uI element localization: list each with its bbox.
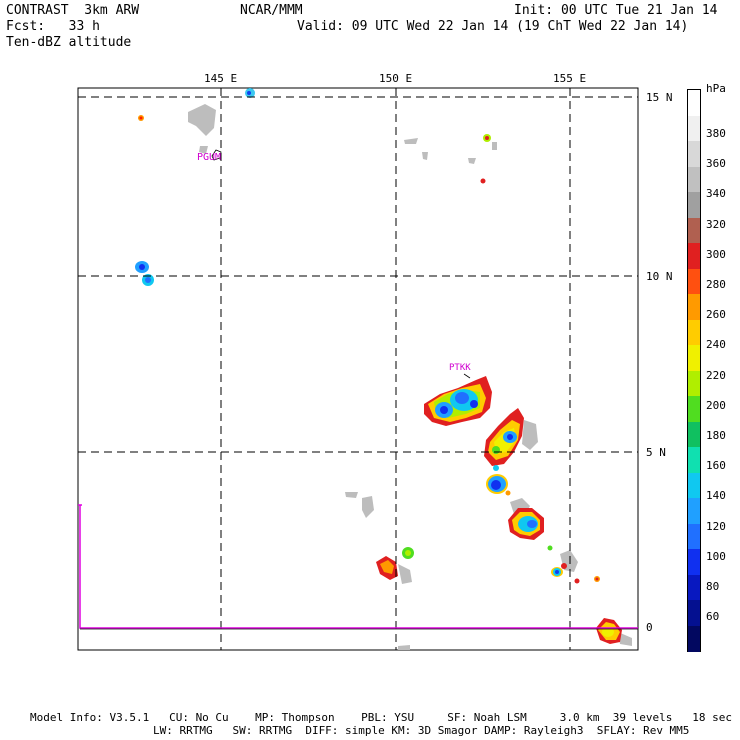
grid-lines	[78, 88, 638, 650]
legend-swatch	[688, 243, 700, 269]
legend-swatch	[688, 166, 700, 193]
legend-swatch	[688, 268, 700, 295]
legend-swatch	[688, 90, 700, 116]
storm-cells	[135, 88, 622, 644]
valid-time: Valid: 09 UTC Wed 22 Jan 14 (19 ChT Wed …	[297, 19, 689, 34]
legend-swatch	[688, 549, 700, 575]
field-name: Ten-dBZ altitude	[6, 35, 132, 50]
legend-level-label: 180	[706, 429, 726, 442]
legend-level-label: 240	[706, 338, 726, 352]
legend-swatch	[688, 574, 700, 601]
legend-swatch	[688, 370, 700, 397]
legend-unit: hPa	[706, 82, 726, 95]
legend-level-label: 340	[706, 187, 726, 201]
legend-level-label: 140	[706, 489, 726, 503]
legend-level-label: 160	[706, 459, 726, 473]
lat-label-10: 10 N	[646, 270, 673, 283]
lat-label-15: 15 N	[646, 91, 673, 104]
legend-swatch	[688, 396, 700, 422]
map-frame	[77, 87, 639, 651]
lon-label-155: 155 E	[553, 72, 587, 85]
legend-level-label: 300	[706, 247, 726, 261]
lat-label-5: 5 N	[646, 446, 666, 459]
guam-outline	[211, 149, 222, 161]
legend-swatch	[688, 141, 700, 167]
legend-swatch	[688, 523, 700, 550]
station-ptkk: PTKK	[449, 363, 471, 373]
legend-level-label: 260	[706, 308, 726, 322]
legend-level-label: 380	[706, 127, 726, 140]
legend-swatch	[688, 294, 700, 320]
legend-swatch	[688, 192, 700, 218]
legend-level-label: 320	[706, 217, 726, 231]
legend-level-label: 100	[706, 549, 726, 563]
legend-swatch	[688, 217, 700, 244]
model-info: Model Info: V3.5.1 CU: No Cu MP: Thompso…	[30, 711, 732, 724]
legend-level-label: 220	[706, 368, 726, 382]
lon-label-150: 150 E	[379, 72, 413, 85]
legend-swatch	[688, 421, 700, 448]
legend-level-label: 60	[706, 610, 720, 624]
station-pgum: PGUM	[197, 152, 222, 163]
legend-level-label: 360	[706, 157, 726, 171]
physics-info: LW: RRTMG SW: RRTMG DIFF: simple KM: 3D …	[153, 724, 690, 737]
init-time: Init: 00 UTC Tue 21 Jan 14	[514, 3, 718, 18]
legend-swatch	[688, 600, 700, 626]
lon-label-145: 145 E	[204, 72, 238, 85]
lat-label-0: 0	[646, 621, 653, 634]
legend-level-label: 120	[706, 519, 726, 533]
legend-swatch	[688, 472, 700, 499]
model-title: CONTRAST 3km ARW	[6, 3, 140, 18]
boundary-line	[78, 504, 638, 629]
legend-swatch	[688, 447, 700, 473]
legend-swatch	[688, 115, 700, 142]
legend-swatch	[688, 345, 700, 371]
legend-swatch	[688, 319, 700, 346]
color-legend	[687, 89, 701, 652]
forecast-hour: Fcst: 33 h	[6, 19, 100, 34]
legend-swatch	[688, 625, 700, 652]
legend-level-label: 80	[706, 580, 720, 593]
legend-level-label: 200	[706, 398, 726, 412]
legend-level-label: 280	[706, 278, 726, 291]
center-label: NCAR/MMM	[240, 3, 303, 18]
legend-swatch	[688, 498, 700, 524]
